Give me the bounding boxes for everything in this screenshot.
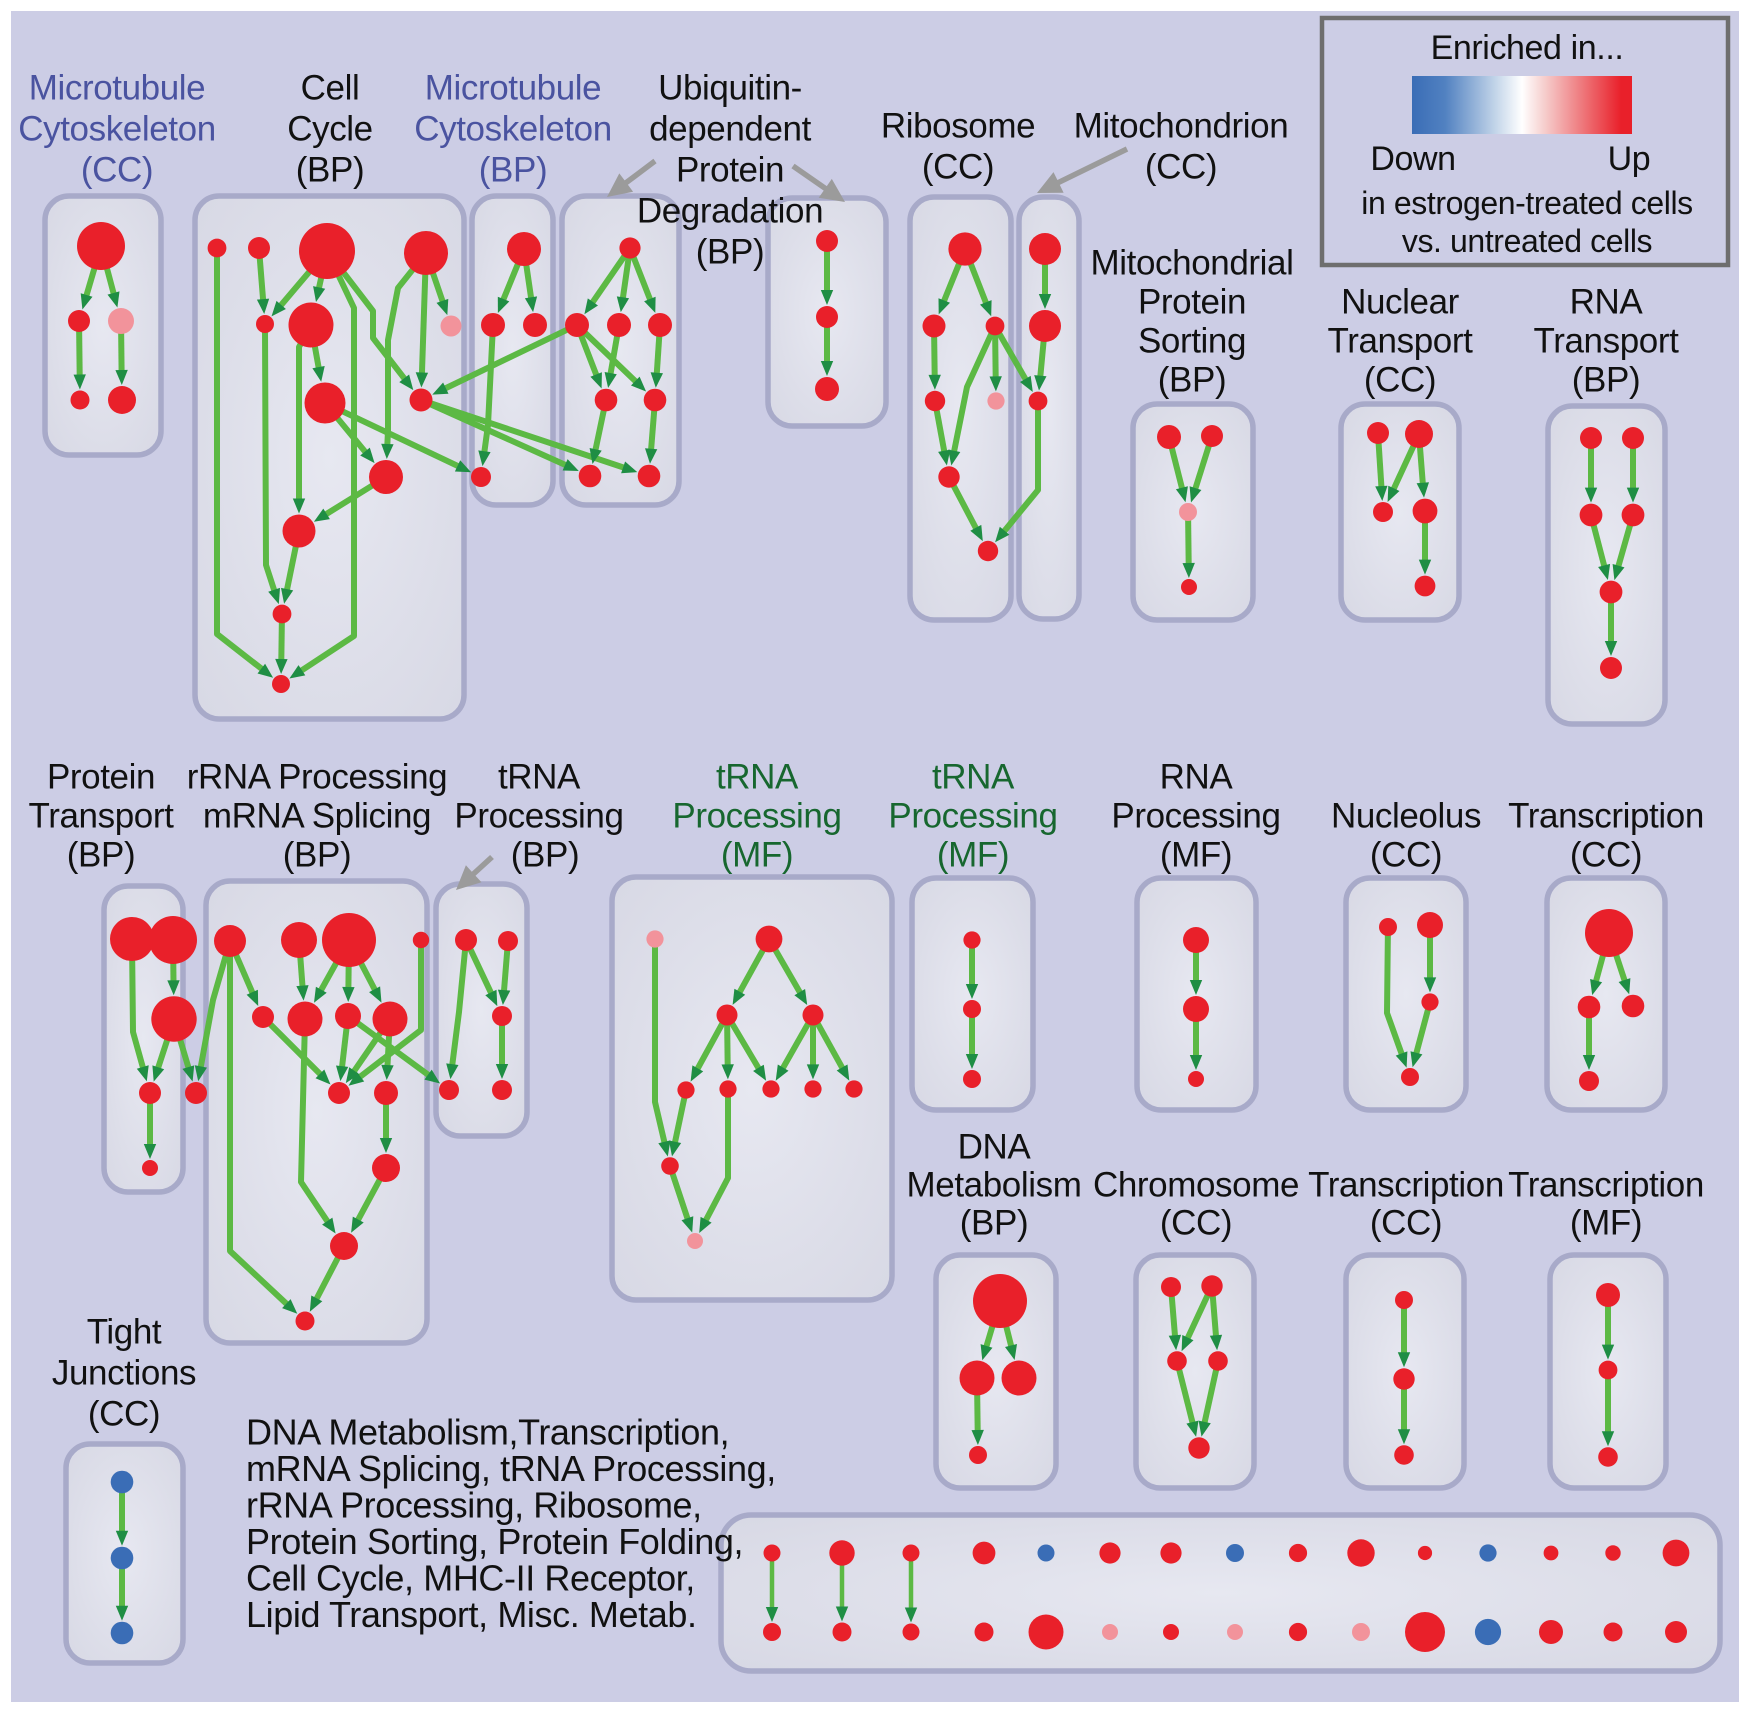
svg-text:Transcription: Transcription — [1508, 797, 1704, 836]
svg-text:Ubiquitin-: Ubiquitin- — [658, 69, 802, 108]
svg-text:Tight: Tight — [87, 1313, 162, 1352]
svg-text:(CC): (CC) — [1160, 1204, 1232, 1243]
svg-text:Mitochondrion: Mitochondrion — [1074, 107, 1289, 146]
svg-text:DNA: DNA — [958, 1128, 1032, 1167]
svg-text:Protein: Protein — [1138, 283, 1246, 322]
svg-text:(BP): (BP) — [511, 836, 579, 875]
svg-text:Cycle: Cycle — [287, 110, 373, 149]
svg-text:(MF): (MF) — [1570, 1204, 1642, 1243]
svg-text:(CC): (CC) — [1364, 361, 1436, 400]
svg-text:tRNA: tRNA — [932, 758, 1015, 797]
svg-text:(BP): (BP) — [1572, 361, 1640, 400]
svg-text:Protein: Protein — [47, 758, 155, 797]
svg-text:Chromosome: Chromosome — [1093, 1166, 1299, 1205]
svg-text:Processing: Processing — [888, 797, 1057, 836]
svg-text:Processing: Processing — [672, 797, 841, 836]
svg-text:Processing: Processing — [1111, 797, 1280, 836]
svg-text:(BP): (BP) — [960, 1204, 1028, 1243]
svg-text:(BP): (BP) — [696, 233, 764, 272]
svg-text:Processing: Processing — [454, 797, 623, 836]
svg-text:dependent: dependent — [649, 110, 812, 149]
svg-text:mRNA Splicing: mRNA Splicing — [203, 797, 431, 836]
svg-text:Nucleolus: Nucleolus — [1331, 797, 1481, 836]
svg-text:Down: Down — [1370, 140, 1455, 178]
svg-text:(BP): (BP) — [283, 836, 351, 875]
svg-text:Protein: Protein — [676, 151, 784, 190]
svg-text:Transport: Transport — [29, 797, 175, 836]
svg-text:(CC): (CC) — [1570, 836, 1642, 875]
svg-text:(CC): (CC) — [88, 1395, 160, 1434]
svg-text:(BP): (BP) — [67, 836, 135, 875]
svg-text:Cytoskeleton: Cytoskeleton — [414, 110, 612, 149]
svg-text:Microtubule: Microtubule — [425, 69, 602, 108]
svg-text:Transport: Transport — [1534, 322, 1680, 361]
svg-text:Cell: Cell — [301, 69, 360, 108]
svg-text:(BP): (BP) — [296, 151, 364, 190]
svg-text:(CC): (CC) — [1370, 1204, 1442, 1243]
svg-text:Cytoskeleton: Cytoskeleton — [18, 110, 216, 149]
svg-text:Junctions: Junctions — [52, 1354, 196, 1393]
svg-text:tRNA: tRNA — [498, 758, 581, 797]
svg-text:(MF): (MF) — [721, 836, 793, 875]
svg-text:rRNA Processing, Ribosome,: rRNA Processing, Ribosome, — [246, 1485, 702, 1526]
svg-text:Metabolism: Metabolism — [907, 1166, 1082, 1205]
svg-text:(MF): (MF) — [937, 836, 1009, 875]
svg-text:mRNA Splicing, tRNA Processing: mRNA Splicing, tRNA Processing, — [246, 1448, 776, 1489]
svg-text:in estrogen-treated cells: in estrogen-treated cells — [1361, 185, 1693, 221]
svg-text:(CC): (CC) — [1370, 836, 1442, 875]
svg-text:RNA: RNA — [1160, 758, 1234, 797]
svg-text:(BP): (BP) — [479, 151, 547, 190]
svg-text:(CC): (CC) — [1145, 148, 1217, 187]
svg-text:(MF): (MF) — [1160, 836, 1232, 875]
svg-text:Transcription: Transcription — [1308, 1166, 1504, 1205]
svg-text:Protein Sorting, Protein Foldi: Protein Sorting, Protein Folding, — [246, 1521, 743, 1562]
svg-text:Transcription: Transcription — [1508, 1166, 1704, 1205]
svg-text:rRNA Processing: rRNA Processing — [187, 758, 447, 797]
svg-text:Up: Up — [1608, 140, 1651, 178]
svg-text:(BP): (BP) — [1158, 361, 1226, 400]
svg-text:Lipid Transport, Misc. Metab.: Lipid Transport, Misc. Metab. — [246, 1594, 697, 1635]
svg-text:Transport: Transport — [1328, 322, 1474, 361]
svg-text:Cell Cycle, MHC-II Receptor,: Cell Cycle, MHC-II Receptor, — [246, 1558, 695, 1599]
svg-text:Nuclear: Nuclear — [1341, 283, 1460, 322]
svg-text:Degradation: Degradation — [637, 192, 823, 231]
svg-text:tRNA: tRNA — [716, 758, 799, 797]
svg-text:RNA: RNA — [1570, 283, 1644, 322]
svg-text:(CC): (CC) — [922, 148, 994, 187]
svg-text:Mitochondrial: Mitochondrial — [1091, 244, 1294, 283]
svg-text:(CC): (CC) — [81, 151, 153, 190]
svg-text:Enriched in...: Enriched in... — [1431, 29, 1624, 67]
svg-text:Ribosome: Ribosome — [881, 107, 1035, 146]
svg-text:Sorting: Sorting — [1138, 322, 1246, 361]
svg-text:DNA Metabolism,Transcription,: DNA Metabolism,Transcription, — [246, 1412, 729, 1453]
svg-text:Microtubule: Microtubule — [29, 69, 206, 108]
svg-text:vs. untreated cells: vs. untreated cells — [1402, 223, 1652, 259]
